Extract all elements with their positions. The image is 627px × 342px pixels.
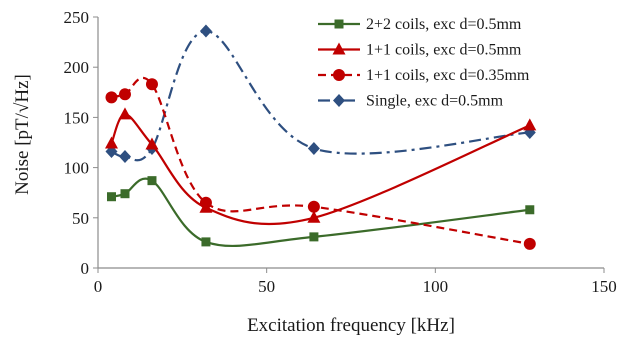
axes: 0 50 100 150 0 50 100 150 200 250 <box>64 8 617 296</box>
legend-entry: 2+2 coils, exc d=0.5mm <box>318 16 522 33</box>
legend-label: Single, exc d=0.5mm <box>366 93 504 110</box>
series-3-point <box>118 88 131 101</box>
series-2-line <box>110 113 531 226</box>
legend-label: 1+1 coils, exc d=0.5mm <box>366 42 522 59</box>
x-tick-label: 150 <box>591 277 617 296</box>
legend-swatch-marker <box>333 69 345 81</box>
x-tick-label: 0 <box>94 277 103 296</box>
legend-label: 2+2 coils, exc d=0.5mm <box>366 16 522 33</box>
y-tick-label: 150 <box>64 108 90 127</box>
series-3 <box>105 76 536 250</box>
series-4-point <box>307 142 320 156</box>
series-3-point <box>199 196 212 209</box>
series-2-point <box>307 210 321 223</box>
series-3-point <box>145 78 158 91</box>
y-axis-title: Noise [pT/√Hz] <box>12 74 33 195</box>
series-3-point <box>307 200 320 213</box>
x-tick-label: 50 <box>258 277 275 296</box>
series-2-point <box>145 137 159 150</box>
series-layer <box>104 24 537 250</box>
y-tick-label: 50 <box>72 209 89 228</box>
legend-swatch-marker <box>334 19 344 29</box>
legend-swatch-marker <box>333 94 345 107</box>
legend-entry: 1+1 coils, exc d=0.5mm <box>318 42 522 59</box>
series-4-point <box>118 150 131 164</box>
legend-entry: 1+1 coils, exc d=0.35mm <box>318 67 530 84</box>
x-axis-title: Excitation frequency [kHz] <box>247 315 455 336</box>
x-tick-label: 100 <box>423 277 449 296</box>
legend-label: 1+1 coils, exc d=0.35mm <box>366 67 530 84</box>
series-1-point <box>106 192 116 202</box>
legend: 2+2 coils, exc d=0.5mm 1+1 coils, exc d=0… <box>318 16 530 110</box>
y-tick-label: 100 <box>64 159 90 178</box>
series-3-point <box>105 91 118 104</box>
series-1-point <box>309 232 319 242</box>
series-1-point <box>147 176 157 186</box>
series-1-point <box>525 205 535 215</box>
series-1 <box>106 176 535 248</box>
y-tick-label: 0 <box>81 259 90 278</box>
series-2-point <box>104 136 118 149</box>
y-tick-label: 250 <box>64 8 90 27</box>
series-4-point <box>199 24 212 38</box>
series-3-point <box>523 237 536 250</box>
series-1-point <box>120 189 130 199</box>
series-2-point <box>118 107 132 120</box>
series-2-point <box>523 118 537 131</box>
legend-swatch-marker <box>332 42 346 55</box>
y-tick-label: 200 <box>64 58 90 77</box>
series-1-point <box>201 237 211 247</box>
series-1-line <box>111 177 530 248</box>
legend-entry: Single, exc d=0.5mm <box>318 93 504 110</box>
series-2 <box>104 107 537 226</box>
